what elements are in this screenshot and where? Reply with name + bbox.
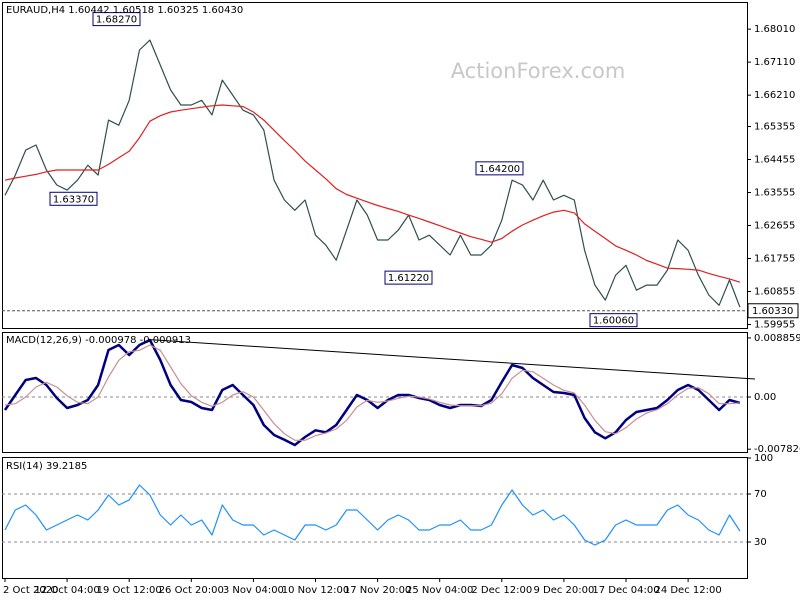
rsi-pane: [2, 457, 748, 579]
x-tick-label: 25 Nov 04:00: [406, 585, 473, 596]
series-line: [4, 344, 740, 441]
annotation-label: 1.61220: [388, 273, 429, 284]
y-tick-label: 1.68010: [754, 24, 795, 35]
y-tick-label: 0.008859: [754, 333, 800, 344]
y-tick-label: 100: [754, 453, 773, 464]
y-tick-label: 1.62655: [754, 221, 795, 232]
y-tick-label: 0.00: [754, 392, 776, 403]
annotation-label: 1.63370: [53, 194, 94, 205]
series-line: [4, 484, 741, 546]
y-tick-label: 1.64455: [754, 154, 795, 165]
pane-title: MACD(12,26,9) -0.000978 -0.000913: [6, 335, 191, 346]
annotation-box: [475, 161, 524, 176]
current-price-box: [747, 303, 799, 319]
annotation-box: [92, 12, 141, 27]
annotation-label: 1.60060: [593, 316, 634, 327]
y-tick-label: 1.66210: [754, 90, 795, 101]
price-pane: [2, 2, 748, 329]
pane-title: EURAUD,H4 1.60442 1.60518 1.60325 1.6043…: [6, 5, 243, 16]
y-tick-label: 1.60855: [754, 287, 795, 298]
x-tick-label: 3 Nov 04:00: [223, 585, 284, 596]
annotation-box: [589, 313, 638, 328]
x-tick-label: 24 Dec 12:00: [654, 585, 721, 596]
series-line: [4, 39, 741, 308]
y-tick-label: 1.67110: [754, 57, 795, 68]
current-price-label: 1.60330: [752, 306, 793, 317]
x-tick-label: 2 Dec 12:00: [471, 585, 532, 596]
x-tick-label: 9 Dec 20:00: [533, 585, 594, 596]
x-tick-label: 17 Dec 04:00: [592, 585, 659, 596]
y-tick-label: 1.63555: [754, 188, 795, 199]
macd-pane: [2, 332, 748, 453]
annotation-label: 1.64200: [479, 164, 520, 175]
x-tick-label: 10 Nov 12:00: [282, 585, 349, 596]
y-tick-label: 70: [754, 489, 767, 500]
pane-title: RSI(14) 39.2185: [6, 461, 87, 472]
y-tick-label: -0.007826: [754, 444, 800, 455]
watermark: ActionForex.com: [451, 59, 626, 83]
annotation-box: [49, 191, 98, 206]
annotation-label: 1.68270: [96, 15, 137, 26]
series-line: [4, 104, 741, 283]
x-tick-label: 2 Oct 2020: [3, 585, 58, 596]
y-tick-label: 1.59955: [754, 320, 795, 331]
y-tick-label: 1.65355: [754, 121, 795, 132]
y-tick-label: 30: [754, 537, 767, 548]
y-tick-label: 1.61755: [754, 254, 795, 265]
x-tick-label: 26 Oct 20:00: [159, 585, 224, 596]
trendline: [149, 339, 756, 380]
x-tick-label: 17 Nov 20:00: [344, 585, 411, 596]
x-tick-label: 19 Oct 12:00: [97, 585, 162, 596]
annotation-box: [384, 270, 433, 285]
x-tick-label: 12 Oct 04:00: [34, 585, 99, 596]
